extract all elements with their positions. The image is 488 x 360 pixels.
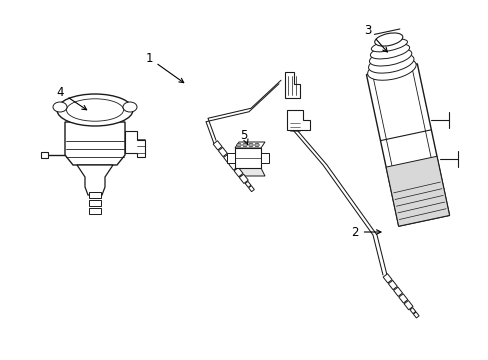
Ellipse shape — [236, 143, 241, 147]
Polygon shape — [234, 167, 243, 177]
Polygon shape — [398, 294, 407, 303]
Polygon shape — [65, 122, 125, 165]
Text: 3: 3 — [364, 23, 386, 52]
Polygon shape — [77, 165, 113, 195]
Polygon shape — [89, 208, 101, 214]
Ellipse shape — [370, 39, 407, 52]
Text: 1: 1 — [145, 51, 183, 83]
Polygon shape — [235, 142, 264, 148]
Text: 4: 4 — [56, 86, 86, 110]
Polygon shape — [248, 186, 254, 192]
Bar — [235, 148, 261, 168]
Polygon shape — [213, 141, 222, 150]
Polygon shape — [261, 153, 268, 163]
Ellipse shape — [254, 143, 259, 147]
Polygon shape — [387, 280, 397, 290]
Ellipse shape — [374, 33, 402, 46]
Polygon shape — [239, 174, 248, 184]
Polygon shape — [386, 156, 448, 226]
Ellipse shape — [248, 143, 253, 147]
Polygon shape — [244, 181, 250, 187]
Ellipse shape — [368, 53, 413, 73]
Ellipse shape — [66, 99, 123, 121]
Text: 5: 5 — [240, 129, 247, 144]
Ellipse shape — [53, 102, 67, 112]
Ellipse shape — [243, 143, 247, 147]
Ellipse shape — [369, 44, 409, 59]
Polygon shape — [228, 161, 237, 170]
Ellipse shape — [367, 58, 415, 80]
Polygon shape — [226, 153, 235, 163]
Polygon shape — [383, 274, 391, 283]
Polygon shape — [403, 301, 412, 310]
Polygon shape — [412, 312, 418, 318]
Polygon shape — [285, 72, 299, 98]
Ellipse shape — [123, 102, 137, 112]
Polygon shape — [409, 308, 415, 314]
Ellipse shape — [57, 94, 133, 126]
Polygon shape — [366, 64, 448, 226]
Polygon shape — [125, 131, 145, 157]
Polygon shape — [286, 110, 309, 130]
Bar — [41, 152, 48, 158]
Polygon shape — [235, 168, 264, 176]
Polygon shape — [89, 192, 101, 198]
Polygon shape — [89, 200, 101, 206]
Polygon shape — [218, 147, 227, 157]
Text: 2: 2 — [350, 225, 380, 239]
Ellipse shape — [369, 49, 411, 66]
Polygon shape — [223, 154, 232, 163]
Polygon shape — [393, 287, 402, 296]
